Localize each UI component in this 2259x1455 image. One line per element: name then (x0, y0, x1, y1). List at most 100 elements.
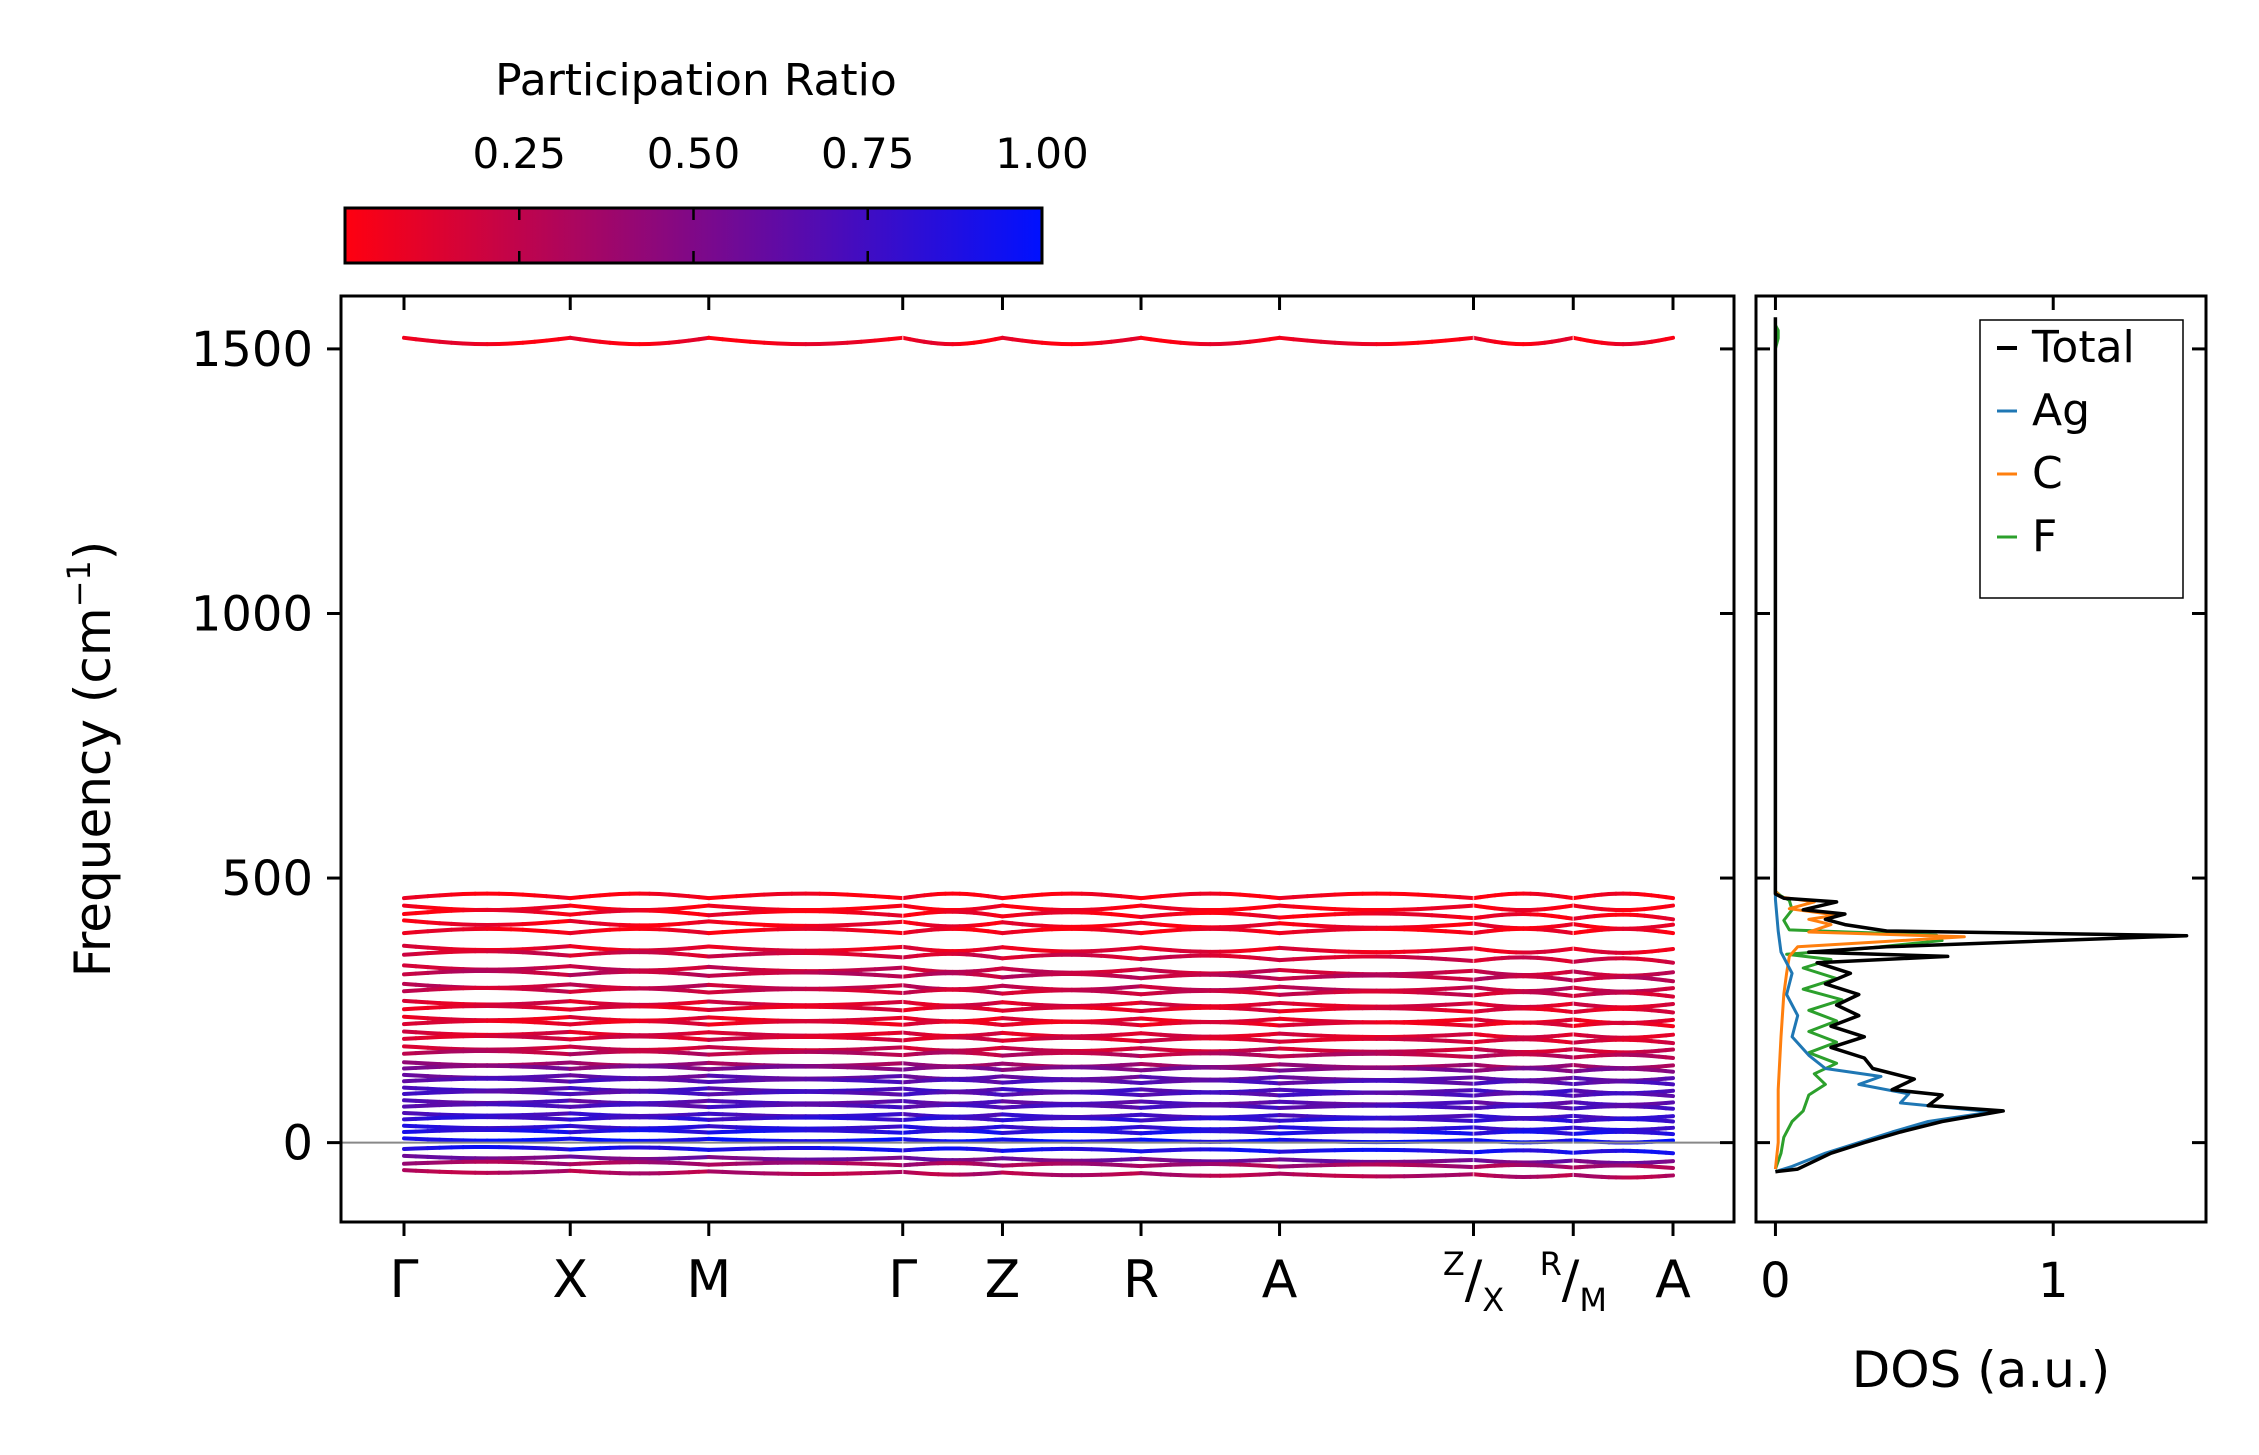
band-segment (886, 1130, 905, 1135)
band-segment (720, 1061, 739, 1067)
band-segment (706, 1169, 725, 1174)
band-segment (1457, 1088, 1476, 1093)
band-segment (1663, 946, 1675, 952)
band-segment (1402, 927, 1421, 932)
band-segment (1305, 1007, 1324, 1012)
band-segment (706, 1079, 725, 1084)
band-segment (1457, 1149, 1476, 1155)
band-segment (1305, 1066, 1324, 1072)
band-segment (1319, 1048, 1337, 1053)
band-segment (859, 967, 878, 972)
band-segment (1319, 1033, 1337, 1039)
band-segment (1305, 1018, 1324, 1023)
band-segment (1457, 1008, 1476, 1014)
band-segment (873, 972, 891, 978)
band-segment (1457, 1081, 1476, 1086)
band-segment (1277, 976, 1296, 981)
band-segment (706, 1086, 725, 1091)
band-segment (1443, 1017, 1462, 1023)
band-segment (1443, 1100, 1462, 1106)
band-segment (720, 972, 739, 978)
band-segment (886, 930, 905, 936)
legend-frame (1979, 319, 2184, 599)
band-segment (1663, 1150, 1675, 1156)
band-segment (1457, 1017, 1476, 1022)
band (402, 335, 1675, 347)
band-segment (1663, 922, 1675, 928)
band-segment (1416, 1052, 1434, 1058)
band-segment (1457, 1075, 1476, 1080)
band (402, 943, 1675, 955)
band-segment (748, 985, 767, 990)
kpoint-label: Z (985, 1250, 1021, 1310)
band-segment (1291, 922, 1310, 928)
band-segment (1277, 1092, 1296, 1098)
band-segment (1443, 1092, 1462, 1097)
band-segment (748, 987, 767, 993)
band-segment (1443, 1002, 1462, 1007)
band-segment (859, 946, 878, 952)
frequency-ticks: 0 500 1000 1500 (191, 322, 1734, 1172)
band-segment (886, 1061, 905, 1066)
band-segment (1457, 1131, 1476, 1136)
band-segment (873, 1021, 891, 1027)
band-segment (1291, 956, 1310, 962)
band-segment (1429, 1002, 1448, 1008)
band-segment (859, 338, 878, 344)
band-segment (859, 921, 878, 927)
band-segment (1663, 1106, 1675, 1111)
band-segment (1291, 894, 1310, 900)
band-segment (748, 971, 767, 976)
band-segment (734, 1020, 753, 1026)
band-segment (886, 965, 905, 971)
band-segment (1416, 970, 1434, 976)
band-segment (1443, 914, 1462, 920)
dos-lines (1773, 317, 2189, 1174)
band-segment (720, 911, 739, 917)
band-segment (1443, 904, 1462, 910)
band-segment (1457, 1046, 1476, 1052)
band-segment (1457, 958, 1476, 963)
band-segment (1277, 921, 1296, 927)
band-segment (1416, 912, 1434, 918)
band-segment (859, 988, 878, 994)
band-segment (720, 1016, 739, 1021)
band-segment (1291, 1092, 1310, 1097)
band-segment (1277, 1087, 1296, 1093)
band-segment (859, 952, 878, 958)
band-segment (748, 1047, 767, 1052)
band-segment (706, 1117, 725, 1122)
band-segment (1291, 1157, 1310, 1163)
band-segment (748, 927, 767, 933)
band-segment (1443, 1105, 1462, 1110)
band-segment (720, 1086, 739, 1092)
band-segment (1319, 948, 1337, 954)
band-segment (706, 930, 725, 936)
band-segment (859, 1075, 878, 1080)
band-segment (873, 1074, 891, 1080)
band-segment (748, 1017, 767, 1023)
band-segment (1277, 1080, 1296, 1086)
band-segment (1291, 1088, 1310, 1093)
band-segment (762, 927, 781, 932)
band-segment (1663, 895, 1675, 901)
band-segment (1443, 1022, 1462, 1027)
band-segment (886, 1086, 905, 1092)
band-segment (886, 954, 905, 960)
band-segment (1305, 986, 1324, 992)
band-segment (1305, 338, 1324, 344)
dos-tick-label: 1 (2038, 1253, 2069, 1309)
band-segment (720, 1021, 739, 1026)
band-segment (845, 952, 864, 957)
band-segment (706, 1060, 725, 1066)
band-segment (859, 972, 878, 977)
band-segment (734, 966, 753, 972)
band-segment (831, 907, 850, 912)
band-segment (859, 1006, 878, 1011)
band (402, 903, 1675, 913)
band-segment (1277, 1000, 1296, 1006)
band-segment (1277, 914, 1296, 920)
band-segment (1291, 337, 1310, 343)
band-segment (873, 1162, 891, 1167)
band-segment (1663, 1118, 1675, 1124)
